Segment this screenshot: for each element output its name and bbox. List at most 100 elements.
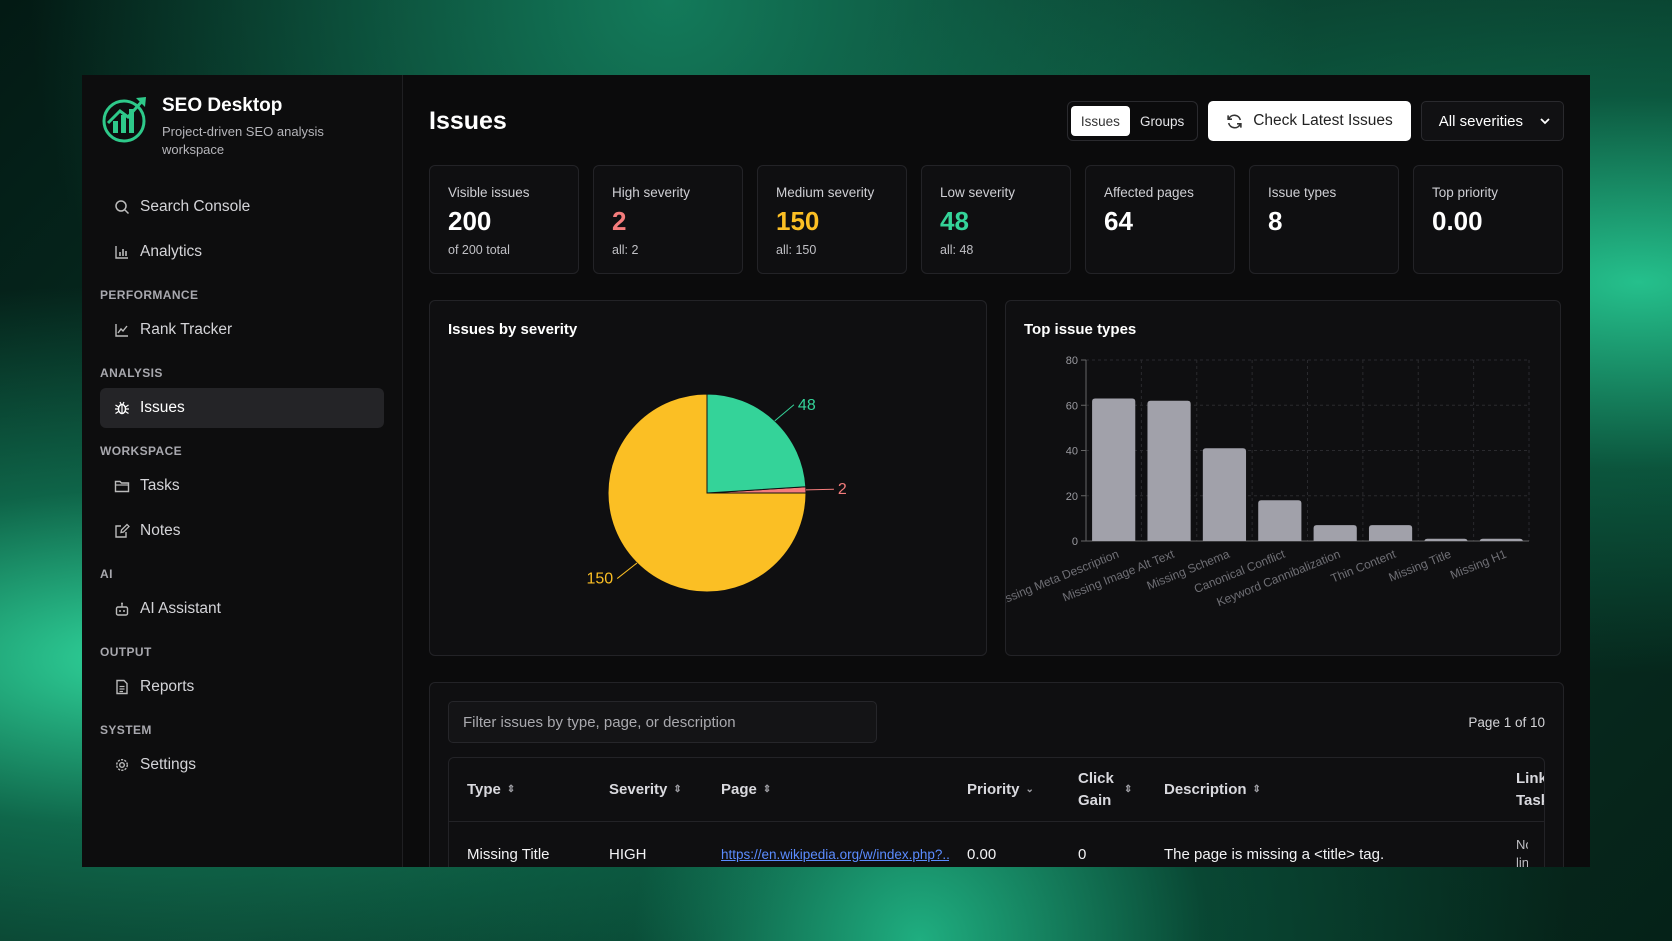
bar[interactable] [1313, 525, 1357, 541]
severity-select[interactable]: All severities [1420, 101, 1564, 141]
sidebar-item-label: Notes [140, 522, 181, 539]
stat-sub: all: 150 [776, 243, 817, 257]
edit-icon [115, 523, 130, 538]
section-label-performance: PERFORMANCE [100, 288, 199, 302]
charts-row: Issues by severity 150 2 48 Top issue type… [429, 300, 1564, 656]
stat-label: Visible issues [448, 185, 530, 200]
bar[interactable] [1147, 400, 1191, 541]
app-subtitle: Project-driven SEO analysis workspace [162, 124, 324, 157]
pie-data-label: 48 [798, 397, 816, 414]
column-header-click-gain[interactable]: Click Gain ⇕ [1060, 768, 1146, 812]
refresh-icon [1227, 113, 1242, 129]
sidebar-item-search-console[interactable]: Search Console [100, 187, 384, 227]
column-label: Link Task [1516, 769, 1544, 809]
stat-value: 8 [1268, 206, 1283, 236]
folder-icon [114, 480, 130, 493]
brand: SEO Desktop Project-driven SEO analysis … [100, 93, 384, 159]
filter-row: Page 1 of 10 [448, 701, 1545, 743]
stat-label: Medium severity [776, 185, 875, 200]
tab-groups[interactable]: Groups [1139, 113, 1185, 129]
table-row[interactable]: Missing Title HIGH https://en.wikipedia.… [449, 822, 1544, 867]
severity-pie-chart: 150 2 48 [586, 393, 847, 593]
sidebar-item-ai-assistant[interactable]: AI Assistant [100, 589, 384, 629]
pie-label-line [774, 404, 795, 422]
pie-label-line [805, 488, 834, 491]
seo-logo-icon [102, 97, 146, 143]
stat-value: 48 [940, 206, 969, 236]
pie-slice-low[interactable] [706, 393, 807, 494]
page-info: Page 1 of 10 [1468, 714, 1545, 730]
stat-card-issue-types: Issue types 8 [1249, 165, 1399, 274]
app-name: SEO Desktop [162, 95, 283, 116]
column-label: Type [467, 781, 501, 798]
bar[interactable] [1202, 448, 1247, 541]
pie-label-line [616, 562, 638, 579]
column-label: Priority [967, 781, 1020, 798]
column-header-description[interactable]: Description ⇕ [1146, 781, 1498, 798]
cell-priority: 0.00 [967, 845, 997, 863]
sidebar-item-label: Analytics [140, 243, 203, 260]
sidebar-item-notes[interactable]: Notes [100, 511, 384, 551]
sidebar-item-label: AI Assistant [140, 600, 221, 617]
search-icon [115, 200, 130, 215]
stat-value: 2 [612, 206, 627, 236]
cell-severity: HIGH [609, 845, 647, 863]
toolbar: Issues Groups Check Latest Issues All se… [1066, 101, 1564, 141]
sidebar-item-label: Reports [140, 678, 195, 695]
check-latest-issues-label: Check Latest Issues [1253, 112, 1393, 129]
x-tick-label: Missing H1 [1448, 547, 1509, 582]
filter-input[interactable] [448, 701, 877, 743]
sidebar-item-rank-tracker[interactable]: Rank Tracker [100, 310, 384, 350]
topbar: Issues Issues Groups Check Latest Issues… [429, 99, 1564, 143]
y-tick-label: 0 [1072, 536, 1078, 548]
page-title: Issues [429, 106, 507, 135]
severity-chart-title: Issues by severity [448, 321, 578, 338]
view-toggle: Issues Groups [1066, 101, 1199, 141]
column-header-link-task[interactable]: Link Task [1498, 768, 1544, 812]
cell-description: The page is missing a <title> tag. [1164, 845, 1385, 863]
column-label: Click Gain [1078, 769, 1114, 809]
column-header-page[interactable]: Page ⇕ [703, 781, 949, 798]
column-header-type[interactable]: Type ⇕ [449, 781, 591, 798]
section-label-workspace: WORKSPACE [100, 444, 183, 458]
check-latest-issues-button[interactable]: Check Latest Issues [1208, 101, 1411, 141]
document-icon [116, 679, 128, 695]
column-header-priority[interactable]: Priority ⌄ [949, 781, 1060, 798]
stat-value: 64 [1104, 206, 1133, 236]
chevron-down-icon [1540, 118, 1550, 125]
tab-issues[interactable]: Issues [1070, 106, 1130, 136]
sidebar: SEO Desktop Project-driven SEO analysis … [82, 75, 403, 867]
sidebar-item-settings[interactable]: Settings [100, 745, 384, 785]
sort-icon: ⇕ [506, 784, 516, 795]
sort-icon: ⇕ [1252, 784, 1261, 795]
column-label: Severity [609, 781, 668, 798]
cell-page-link[interactable]: https://en.wikipedia.org/w/index.php?... [721, 846, 949, 862]
cell-type: Missing Title [467, 845, 550, 863]
bar[interactable] [1368, 525, 1413, 541]
section-label-system: SYSTEM [100, 723, 152, 737]
sidebar-item-label: Settings [140, 756, 197, 773]
stat-card-high-severity: High severity 2 all: 2 [593, 165, 743, 274]
sidebar-item-label: Tasks [140, 477, 180, 494]
stat-card-medium-severity: Medium severity 150 all: 150 [757, 165, 907, 274]
sidebar-item-reports[interactable]: Reports [100, 667, 384, 707]
main-content: Issues Issues Groups Check Latest Issues… [403, 75, 1590, 867]
app-window: SEO Desktop Project-driven SEO analysis … [82, 75, 1590, 867]
stat-sub: all: 48 [940, 243, 974, 257]
stat-card-visible-issues: Visible issues 200 of 200 total [429, 165, 579, 274]
sidebar-item-issues[interactable]: Issues [100, 388, 384, 428]
bar[interactable] [1424, 538, 1468, 542]
stat-label: Top priority [1432, 185, 1499, 200]
stat-label: High severity [612, 185, 691, 200]
stat-sub: all: 2 [612, 243, 639, 257]
sidebar-item-tasks[interactable]: Tasks [100, 466, 384, 506]
bar[interactable] [1479, 538, 1523, 542]
stat-card-affected-pages: Affected pages 64 [1085, 165, 1235, 274]
bar[interactable] [1092, 398, 1136, 541]
sidebar-item-analytics[interactable]: Analytics [100, 232, 384, 272]
pie-data-label: 2 [838, 481, 847, 498]
column-header-severity[interactable]: Severity ⇕ [591, 781, 703, 798]
stat-sub: of 200 total [448, 243, 510, 257]
section-label-ai: AI [100, 567, 113, 581]
bar[interactable] [1258, 500, 1302, 541]
